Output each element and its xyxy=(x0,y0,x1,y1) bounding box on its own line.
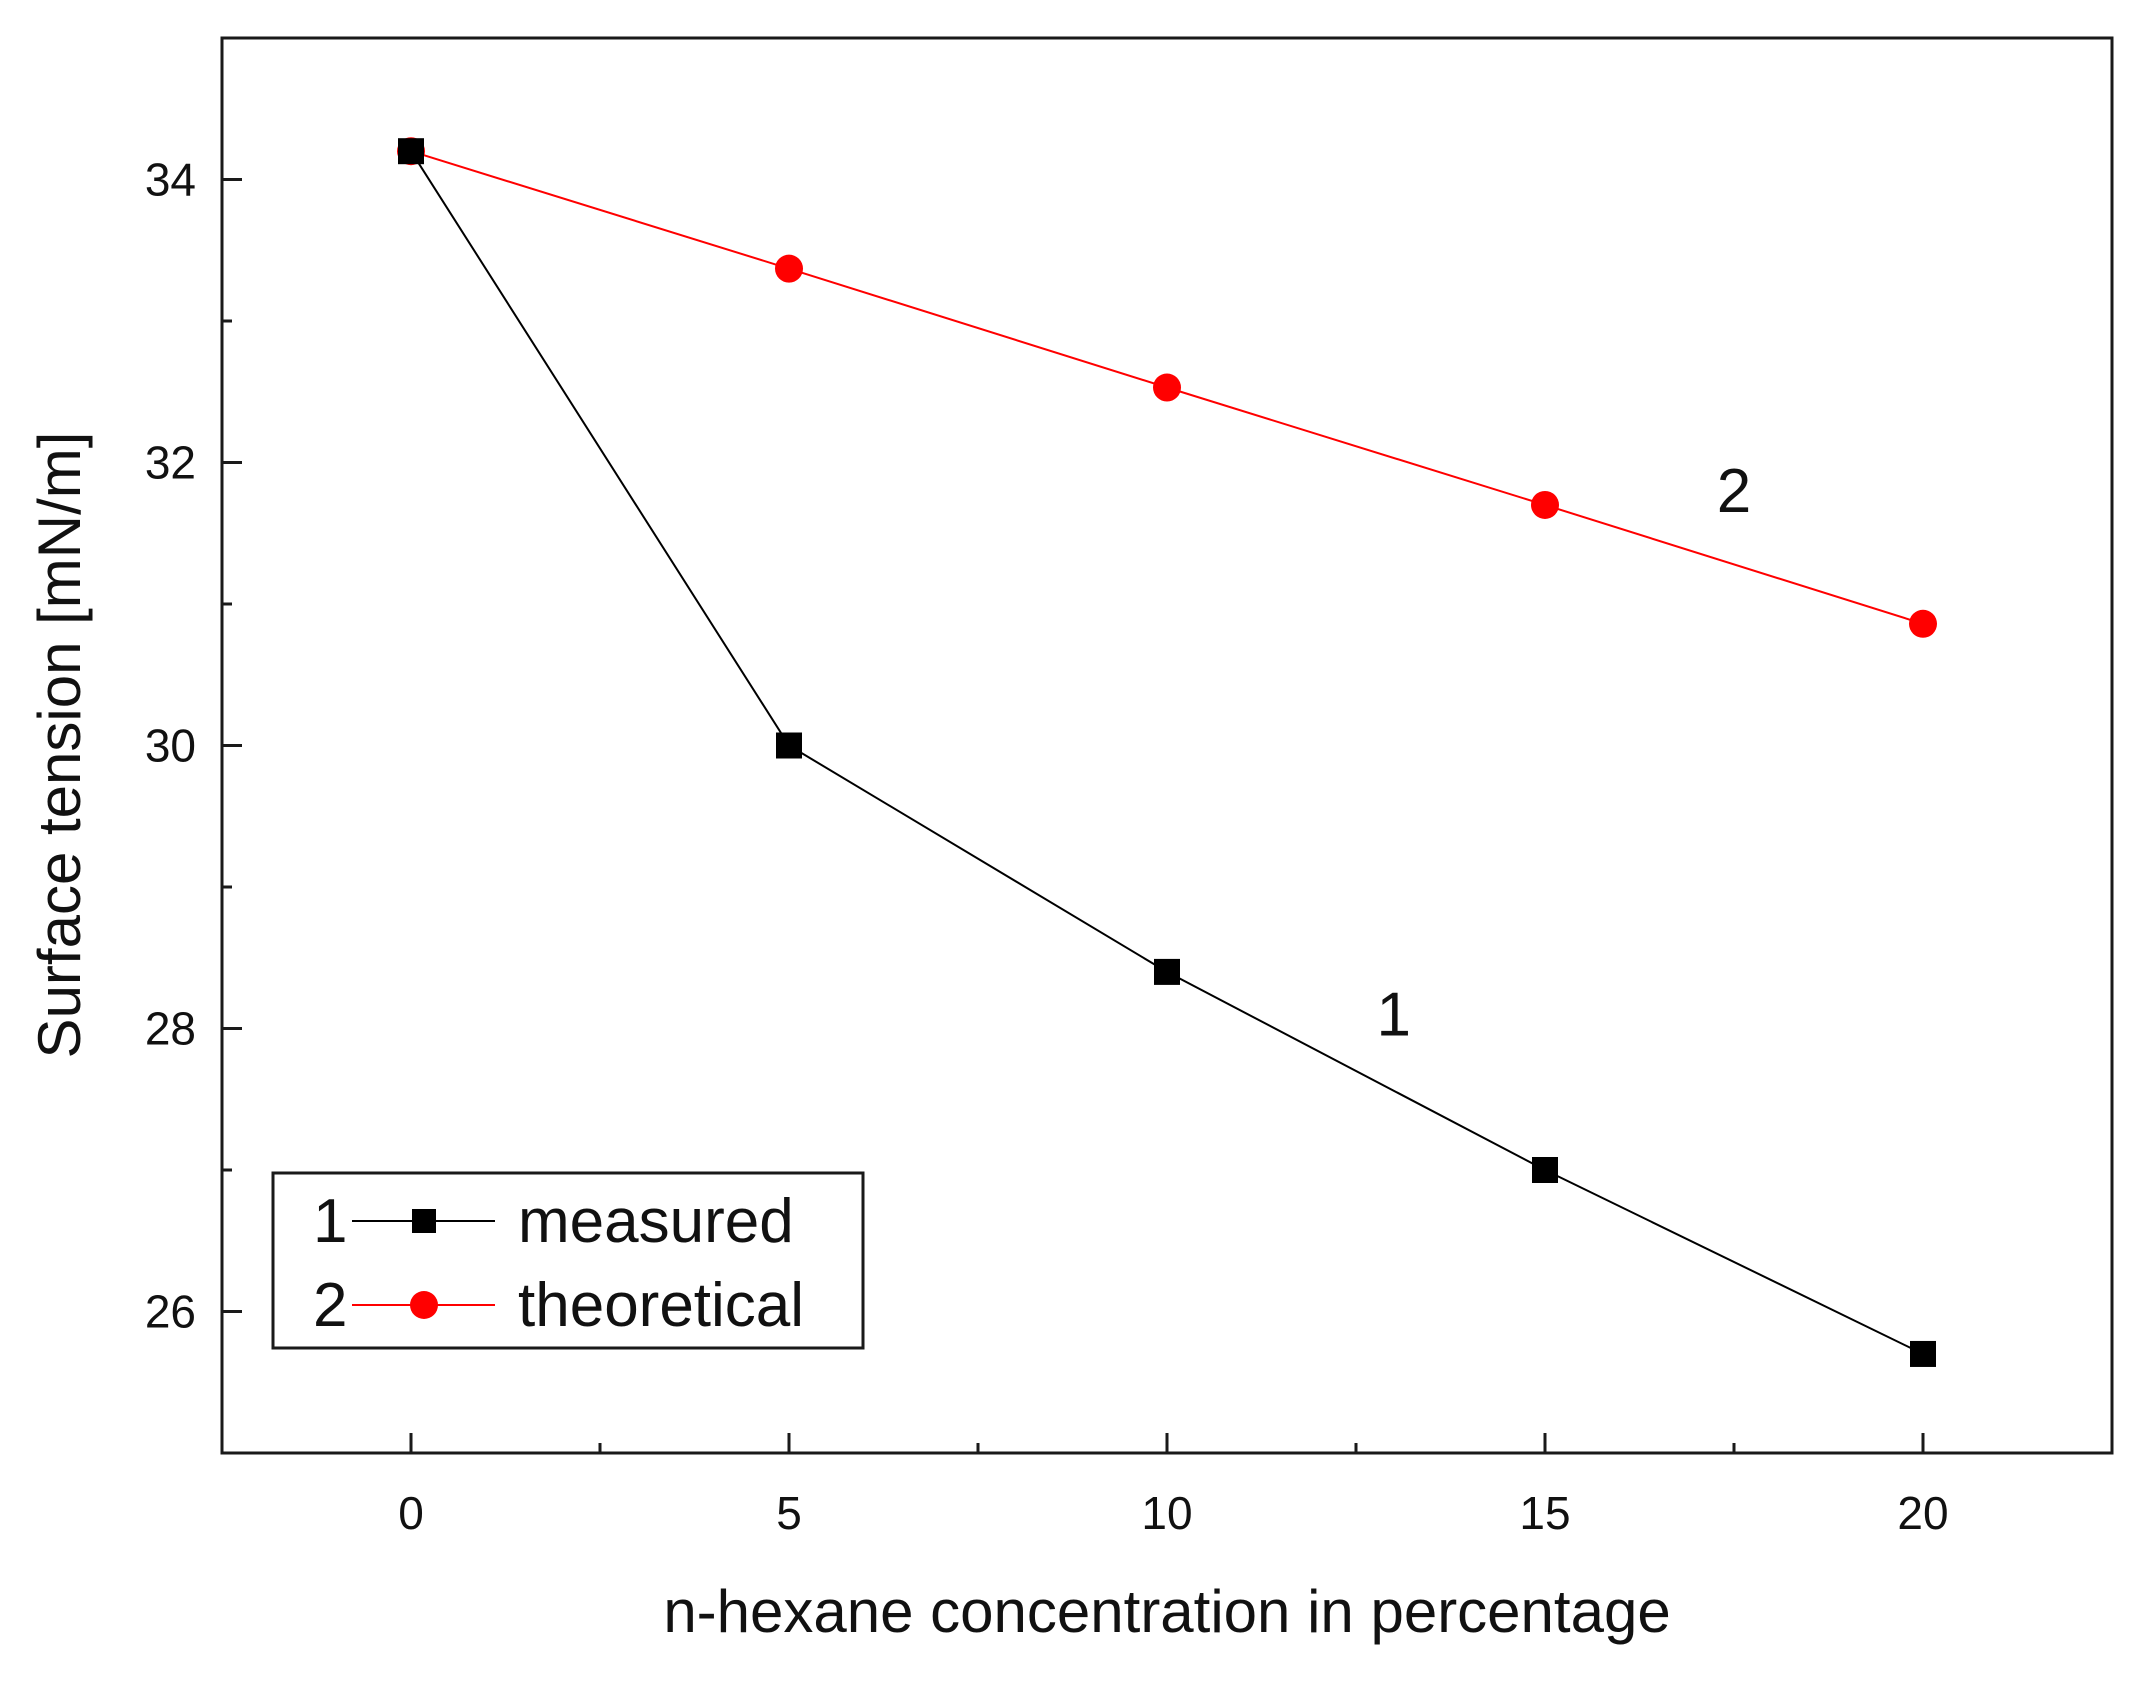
legend-number-1: 1 xyxy=(313,1187,347,1256)
x-tick-label: 0 xyxy=(398,1487,424,1539)
y-tick-label: 32 xyxy=(145,437,196,489)
legend-number-2: 2 xyxy=(313,1271,347,1340)
data-point-theoretical xyxy=(775,254,803,283)
legend-marker-theoretical xyxy=(410,1291,438,1319)
x-tick-label: 15 xyxy=(1519,1487,1570,1539)
x-axis-title: n-hexane concentration in percentage xyxy=(663,1578,1670,1645)
x-axis: 0 5 10 15 20 xyxy=(398,1433,1949,1539)
y-tick-label: 34 xyxy=(145,154,196,206)
x-tick-label: 20 xyxy=(1897,1487,1948,1539)
data-point-measured xyxy=(1910,1340,1936,1367)
data-point-measured xyxy=(1154,958,1180,985)
legend-label-theoretical: theoretical xyxy=(518,1271,804,1340)
legend: 1 measured 2 theoretical xyxy=(271,1171,865,1350)
series-layer xyxy=(397,137,1937,1367)
data-point-measured xyxy=(398,138,424,165)
x-tick-label: 5 xyxy=(776,1487,802,1539)
y-tick-label: 28 xyxy=(145,1003,196,1055)
data-point-theoretical xyxy=(1909,609,1937,638)
y-axis: 26 28 30 32 34 xyxy=(145,154,242,1338)
data-point-theoretical xyxy=(1153,373,1181,402)
data-point-measured xyxy=(776,732,802,759)
legend-marker-measured xyxy=(412,1209,436,1233)
y-axis-title: Surface tension [mN/m] xyxy=(26,432,93,1059)
data-point-measured xyxy=(1532,1157,1558,1183)
annotation-layer: 12 xyxy=(1377,457,1752,1050)
legend-label-measured: measured xyxy=(518,1187,794,1256)
curve-label-1: 1 xyxy=(1377,981,1411,1050)
data-point-theoretical xyxy=(1531,490,1559,519)
y-tick-label: 26 xyxy=(145,1286,196,1338)
x-tick-label: 10 xyxy=(1141,1487,1192,1539)
curve-label-2: 2 xyxy=(1717,457,1751,526)
y-tick-label: 30 xyxy=(145,720,196,772)
legend-box xyxy=(271,1171,865,1350)
